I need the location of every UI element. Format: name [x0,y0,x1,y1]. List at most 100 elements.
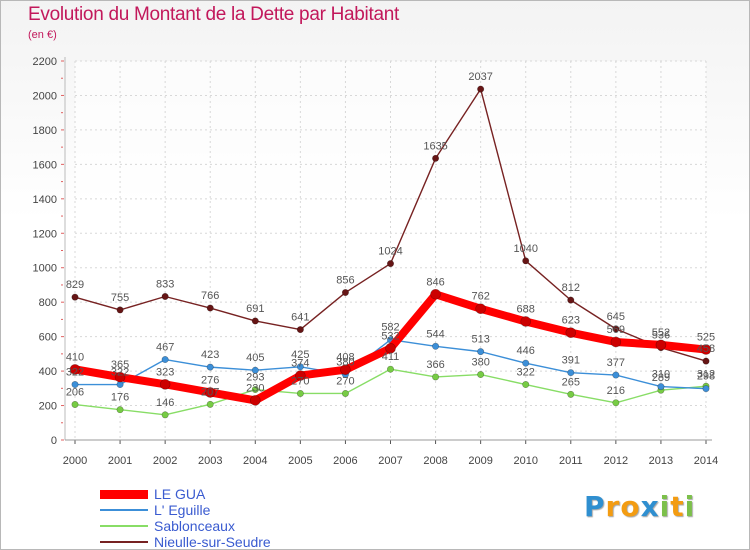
data-point [296,363,304,371]
data-point [296,326,304,334]
data-point [522,257,530,265]
x-tick-label: 2013 [649,455,673,467]
data-label: 691 [246,303,264,315]
x-tick-label: 2010 [513,455,537,467]
data-label: 532 [381,330,399,342]
data-label: 265 [562,376,580,388]
data-label: 846 [426,276,444,288]
data-label: 812 [562,282,580,294]
data-point [477,348,485,356]
legend-item: Nieulle-sur-Seudre [100,534,271,550]
legend-label: LE GUA [154,486,206,502]
data-point [477,85,485,93]
data-point [161,292,169,300]
data-point [251,366,259,374]
data-label: 569 [607,324,625,336]
logo-letter: o [620,490,641,523]
x-tick-label: 2005 [288,455,312,467]
data-label: 762 [471,291,489,303]
data-label: 374 [291,358,309,370]
data-point [612,399,620,407]
logo-letter: r [605,490,621,523]
legend-label: L' Eguille [154,502,211,518]
data-point [475,303,486,315]
data-point [296,389,304,397]
data-label: 276 [201,374,219,386]
data-label: 322 [517,367,535,379]
data-label: 176 [111,392,129,404]
data-label: 322 [66,367,84,379]
data-point [522,381,530,389]
y-tick-label: 1600 [33,159,57,171]
series-layer [69,85,712,419]
y-tick-label: 1000 [33,263,57,275]
data-point [520,316,532,327]
proxiti-logo: Proxiti [584,490,695,523]
data-point [702,385,710,393]
data-label: 688 [517,303,535,315]
x-tick-label: 2008 [423,455,447,467]
data-label: 552 [652,327,670,339]
data-point [206,304,214,312]
data-label: 377 [607,357,625,369]
logo-letter: i [684,490,696,523]
logo-letter: x [640,490,660,523]
data-label: 458 [697,343,715,355]
data-label: 270 [291,375,309,387]
x-tick-label: 2012 [604,455,628,467]
data-point [432,154,440,162]
data-point [702,357,710,365]
data-label: 423 [201,349,219,361]
x-tick-label: 2014 [694,455,718,467]
data-point [340,364,351,376]
data-label: 623 [562,315,580,327]
data-label: 298 [697,371,715,383]
legend-item: Sablonceaux [100,518,271,534]
data-label: 446 [517,345,535,357]
data-point [295,370,306,381]
x-tick-label: 2007 [378,455,402,467]
data-label: 380 [336,357,354,369]
y-tick-label: 600 [39,332,57,344]
data-label: 230 [246,382,264,394]
data-point [161,356,169,364]
data-point [71,293,79,301]
data-point [700,344,712,355]
y-tick-label: 2200 [33,56,57,68]
data-label: 310 [652,369,670,381]
logo-letter: P [584,490,606,523]
data-label: 405 [246,352,264,364]
data-label: 322 [111,367,129,379]
data-point [69,364,81,375]
data-point [251,386,259,394]
logo-letter: i [659,490,671,523]
data-point [522,359,530,367]
data-point [249,395,261,406]
legend-swatch [100,541,148,543]
data-point [432,373,440,381]
data-point [341,289,349,297]
data-label: 146 [156,397,174,409]
data-point [71,381,79,389]
data-label: 312 [697,368,715,380]
data-point [655,339,667,351]
data-point [477,371,485,379]
data-label: 365 [111,359,129,371]
data-label: 391 [562,355,580,367]
data-point [204,387,216,398]
data-label: 641 [291,312,309,324]
data-point [341,389,349,397]
data-label: 833 [156,278,174,290]
x-tick-label: 2000 [63,455,87,467]
data-point [114,371,126,383]
x-tick-label: 2011 [559,455,583,467]
data-label: 2037 [468,71,492,83]
y-tick-label: 1800 [33,125,57,137]
data-label: 544 [426,328,444,340]
data-point [567,390,575,398]
data-label: 216 [607,385,625,397]
data-point [71,401,79,409]
axes: 0 200 400 600 800 1000 1200 1400 1600 1800 2000 220… [33,56,719,467]
data-point [116,406,124,414]
data-label: 270 [336,375,354,387]
